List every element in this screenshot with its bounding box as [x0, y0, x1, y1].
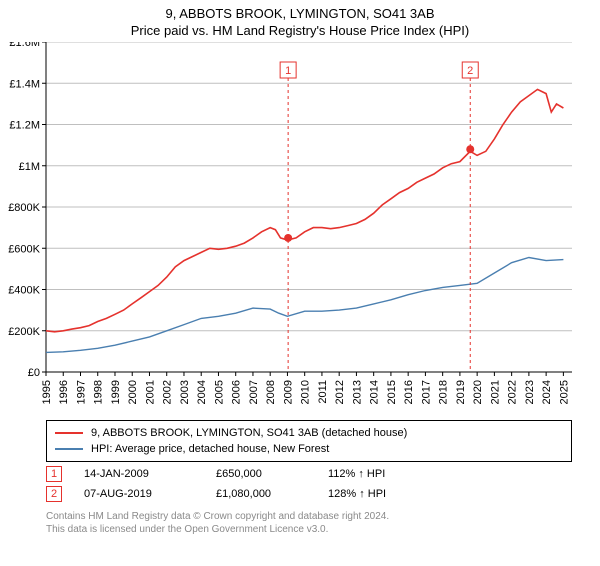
footer-line-2: This data is licensed under the Open Gov…: [46, 523, 572, 536]
x-tick-label: 2014: [369, 380, 381, 404]
x-tick-label: 2009: [282, 380, 294, 404]
sale-hpi: 128% ↑ HPI: [328, 488, 418, 500]
x-tick-label: 2005: [213, 380, 225, 404]
x-tick-label: 2024: [541, 380, 553, 404]
sale-date: 14-JAN-2009: [84, 468, 194, 480]
x-tick-label: 2003: [179, 380, 191, 404]
sale-marker-2: 2: [467, 65, 473, 77]
x-tick-label: 2021: [489, 380, 501, 404]
legend-row: 9, ABBOTS BROOK, LYMINGTON, SO41 3AB (de…: [55, 425, 563, 441]
x-tick-label: 1999: [110, 380, 122, 404]
page-title-sub: Price paid vs. HM Land Registry's House …: [0, 23, 600, 38]
legend-label: 9, ABBOTS BROOK, LYMINGTON, SO41 3AB (de…: [91, 427, 407, 439]
x-tick-label: 1996: [58, 380, 70, 404]
sale-row: 2 07-AUG-2019 £1,080,000 128% ↑ HPI: [46, 486, 572, 502]
x-tick-label: 2016: [403, 380, 415, 404]
y-tick-label: £200K: [8, 326, 40, 338]
y-tick-label: £600K: [8, 243, 40, 255]
x-tick-label: 2001: [144, 380, 156, 404]
sale-hpi: 112% ↑ HPI: [328, 468, 418, 480]
x-tick-label: 2023: [524, 380, 536, 404]
sale-date: 07-AUG-2019: [84, 488, 194, 500]
x-tick-label: 1995: [41, 380, 53, 404]
series-property: [46, 89, 563, 331]
x-tick-label: 2018: [438, 380, 450, 404]
x-tick-label: 2010: [300, 380, 312, 404]
x-tick-label: 2013: [351, 380, 363, 404]
series-hpi: [46, 258, 563, 353]
chart-container: £0 £200K £400K £600K £800K £1M £1.2M £1.4M £1.6M…: [0, 42, 600, 414]
x-tick-label: 1997: [75, 380, 87, 404]
footer-line-1: Contains HM Land Registry data © Crown c…: [46, 510, 572, 523]
y-tick-label: £400K: [8, 285, 40, 297]
sale-marker-1: 1: [285, 65, 291, 77]
sale-price: £650,000: [216, 468, 306, 480]
y-tick-label: £1.6M: [9, 42, 40, 49]
x-tick-label: 2025: [558, 380, 570, 404]
y-tick-label: £1M: [19, 161, 40, 173]
x-tick-label: 2007: [248, 380, 260, 404]
footer: Contains HM Land Registry data © Crown c…: [46, 510, 572, 536]
y-tick-label: £800K: [8, 202, 40, 214]
x-tick-label: 2008: [265, 380, 277, 404]
x-tick-label: 2015: [386, 380, 398, 404]
y-tick-label: £1.2M: [9, 120, 40, 132]
x-tick-label: 2011: [317, 380, 329, 404]
sale-price: £1,080,000: [216, 488, 306, 500]
legend-swatch: [55, 448, 83, 450]
line-chart: £0 £200K £400K £600K £800K £1M £1.2M £1.4M £1.6M…: [0, 42, 600, 414]
x-tick-label: 2002: [162, 380, 174, 404]
page-title-address: 9, ABBOTS BROOK, LYMINGTON, SO41 3AB: [0, 6, 600, 21]
sale-index: 1: [46, 466, 62, 482]
x-tick-label: 2022: [507, 380, 519, 404]
legend-label: HPI: Average price, detached house, New …: [91, 443, 329, 455]
x-tick-label: 2019: [455, 380, 467, 404]
legend: 9, ABBOTS BROOK, LYMINGTON, SO41 3AB (de…: [46, 420, 572, 462]
x-tick-label: 2017: [420, 380, 432, 404]
x-tick-label: 2000: [127, 380, 139, 404]
x-tick-label: 2012: [334, 380, 346, 404]
y-tick-label: £1.4M: [9, 78, 40, 90]
sale-index: 2: [46, 486, 62, 502]
x-tick-label: 2006: [231, 380, 243, 404]
legend-swatch: [55, 432, 83, 434]
y-tick-label: £0: [28, 367, 40, 379]
legend-row: HPI: Average price, detached house, New …: [55, 441, 563, 457]
x-tick-label: 2020: [472, 380, 484, 404]
x-tick-label: 2004: [196, 380, 208, 404]
x-tick-label: 1998: [93, 380, 105, 404]
sale-row: 1 14-JAN-2009 £650,000 112% ↑ HPI: [46, 466, 572, 482]
